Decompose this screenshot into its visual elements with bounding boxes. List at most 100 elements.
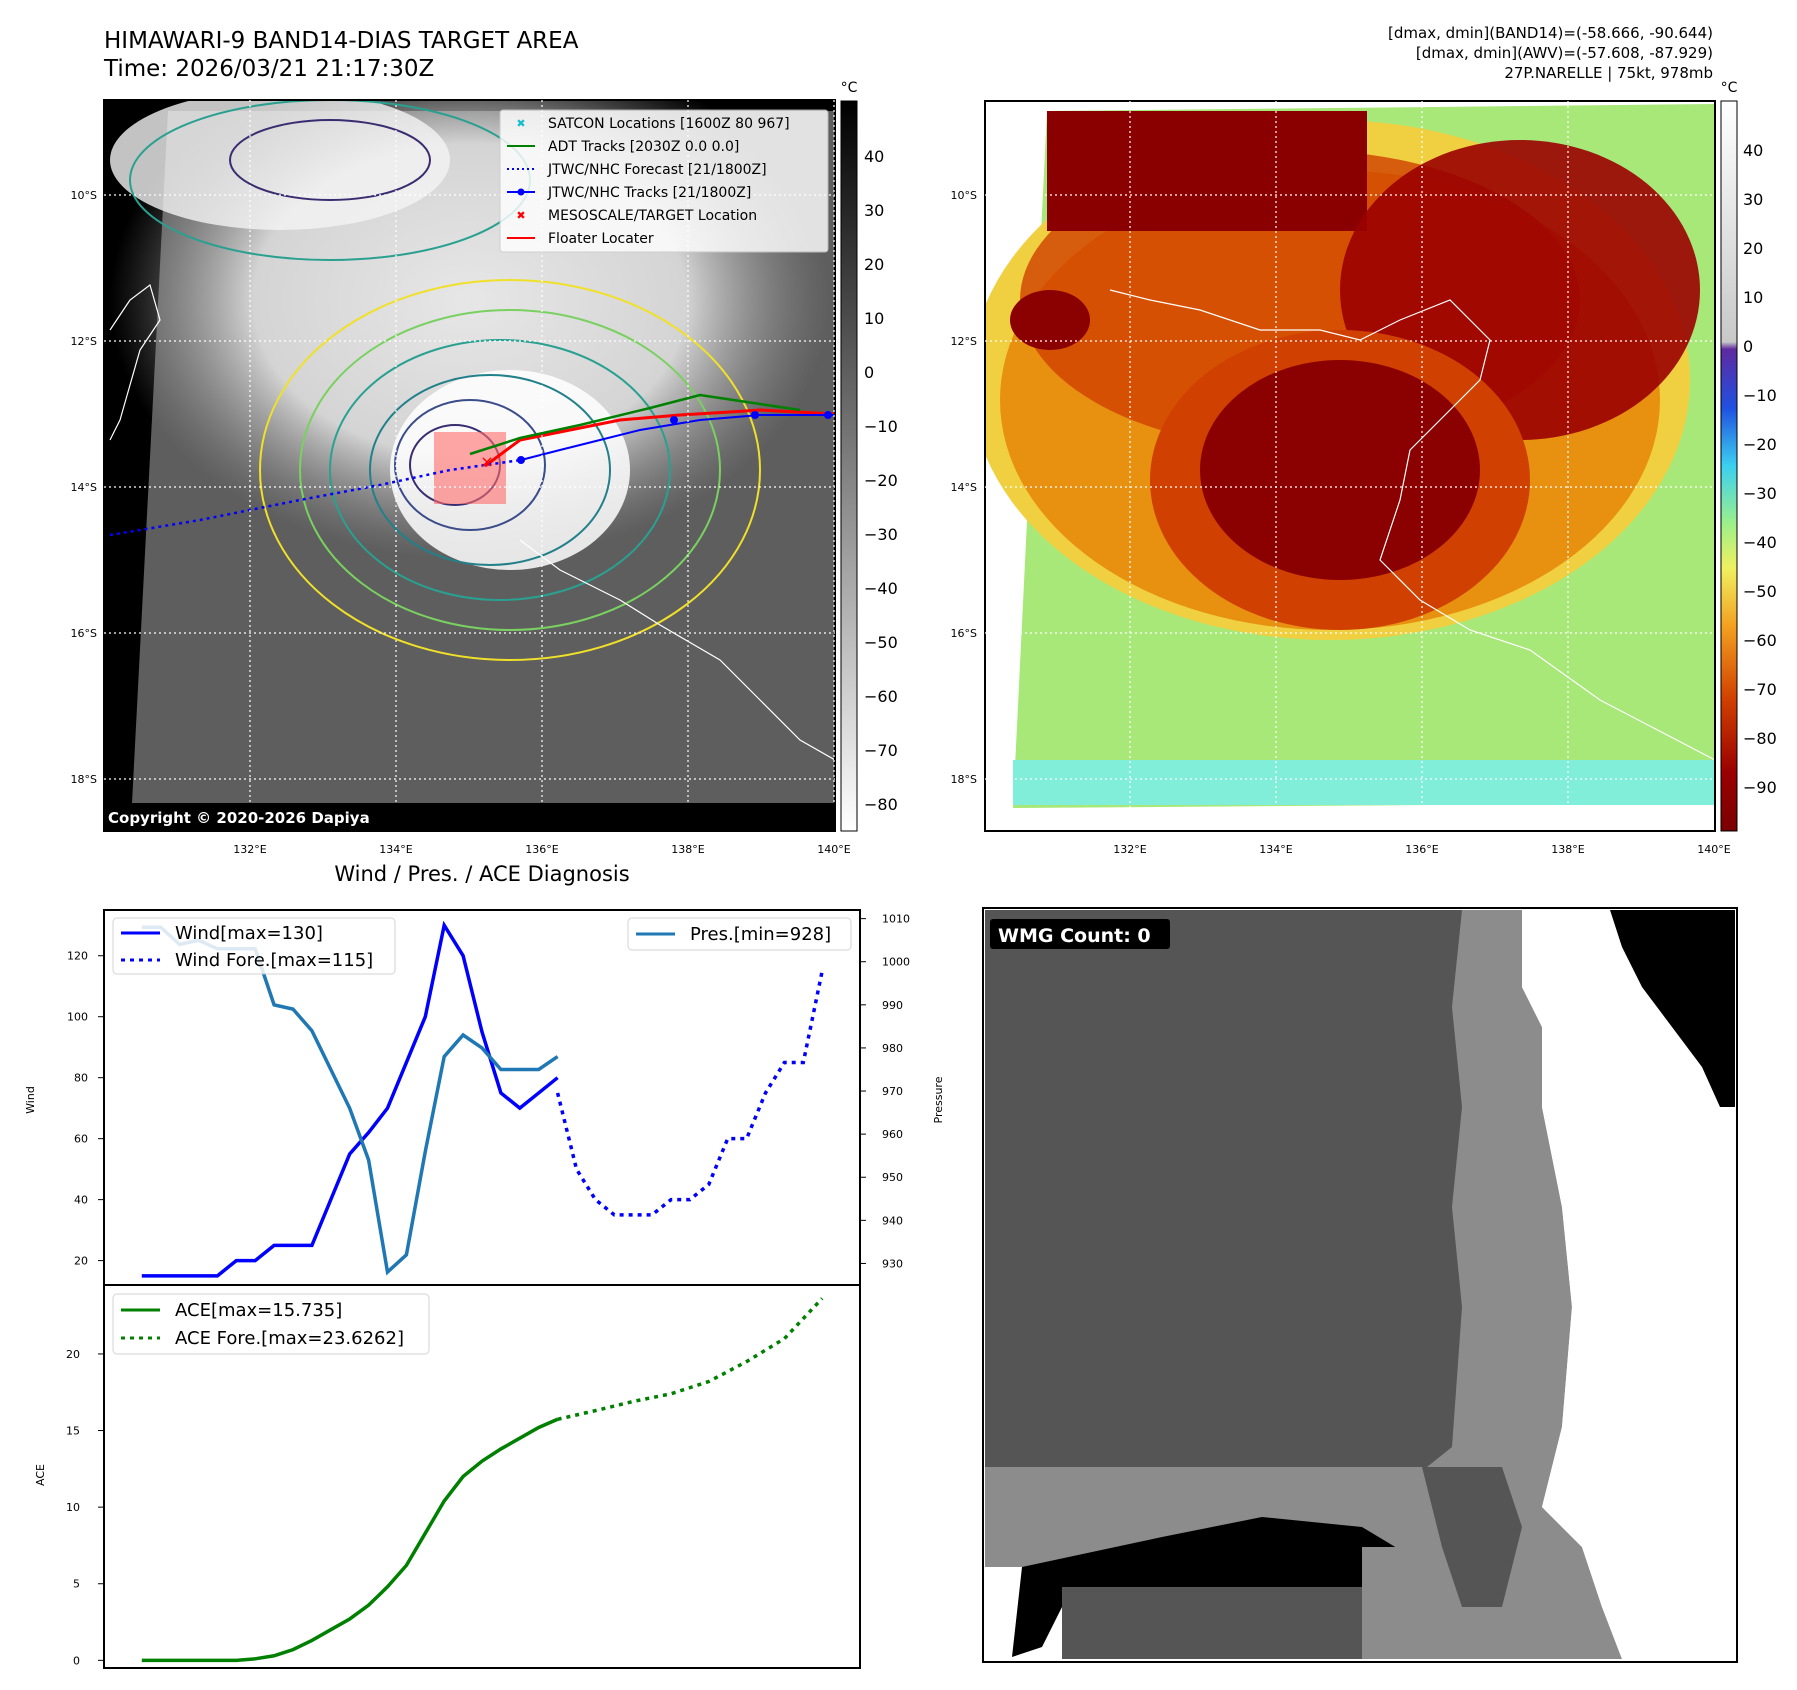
- awv-tick: −10: [1743, 386, 1777, 405]
- legend-adt: ADT Tracks [2030Z 0.0 0.0]: [548, 139, 739, 155]
- awv-tick: 0: [1743, 337, 1753, 356]
- pressure-tick-label: 1010: [882, 913, 910, 926]
- pressure-tick-label: 960: [882, 1128, 903, 1141]
- awv-lat-label: 10°S: [951, 189, 977, 202]
- awv-tick: −40: [1743, 533, 1777, 552]
- lat-label: 12°S: [71, 335, 97, 348]
- ace-tick-label: 5: [73, 1578, 80, 1591]
- lat-label: 14°S: [71, 481, 97, 494]
- awv-tick: −70: [1743, 680, 1777, 699]
- gray-tick: −70: [864, 741, 898, 760]
- pressure-tick-label: 990: [882, 999, 903, 1012]
- gray-tick: 30: [864, 201, 884, 220]
- lat-label: 18°S: [71, 773, 97, 786]
- gray-tick: −30: [864, 525, 898, 544]
- gray-colorbar: [840, 100, 858, 832]
- lat-label: 10°S: [71, 189, 97, 202]
- legend-jtwc-tracks: JTWC/NHC Tracks [21/1800Z]: [547, 185, 751, 201]
- wind-tick-label: 120: [67, 950, 88, 963]
- series-ace-fore: [557, 1297, 824, 1421]
- wmg-count: WMG Count: 0: [998, 925, 1151, 947]
- svg-text:✖: ✖: [516, 117, 525, 130]
- lat-label: 16°S: [71, 627, 97, 640]
- adt-track: [469, 393, 801, 456]
- awv-lon-label: 140°E: [1697, 843, 1730, 856]
- ace-tick-label: 10: [66, 1501, 80, 1514]
- target-marker: ×: [480, 452, 493, 471]
- gray-tick: 0: [864, 363, 874, 382]
- wind-tick-label: 100: [67, 1011, 88, 1024]
- awv-lat-label: 14°S: [951, 481, 977, 494]
- legend-pres: Pres.[min=928]: [690, 924, 831, 945]
- pressure-tick-label: 950: [882, 1171, 903, 1184]
- copyright: Copyright © 2020-2026 Dapiya: [108, 809, 370, 827]
- ace-axis-label: ACE: [34, 1464, 47, 1486]
- awv-lat-label: 12°S: [951, 335, 977, 348]
- gray-tick: 20: [864, 255, 884, 274]
- floater-track: [484, 408, 835, 468]
- wind-tick-label: 20: [74, 1255, 88, 1268]
- lon-label: 136°E: [525, 843, 558, 856]
- lon-label: 138°E: [671, 843, 704, 856]
- pressure-tick-label: 980: [882, 1042, 903, 1055]
- awv-lat-label: 16°S: [951, 627, 977, 640]
- awv-tick: −60: [1743, 631, 1777, 650]
- awv-colorbar: [1720, 100, 1738, 832]
- wind-axis-label: Wind: [24, 1086, 37, 1114]
- map-time: Time: 2026/03/21 21:17:30Z: [104, 56, 435, 82]
- awv-lon-label: 138°E: [1551, 843, 1584, 856]
- gray-colorbar-ticks: 40 30 20 10 0 −10 −20 −30 −40 −50 −60 −7…: [864, 147, 898, 814]
- band14-stats: [dmax, dmin](BAND14)=(-58.666, -90.644): [1388, 24, 1713, 42]
- awv-tick: 30: [1743, 190, 1763, 209]
- jtwc-track: [520, 414, 835, 461]
- awv-tick: 20: [1743, 239, 1763, 258]
- pressure-tick-label: 930: [882, 1257, 903, 1270]
- series-ace: [141, 1417, 559, 1663]
- awv-lon-label: 134°E: [1259, 843, 1292, 856]
- ace-tick-label: 20: [66, 1348, 80, 1361]
- awv-tick: 40: [1743, 141, 1763, 160]
- awv-tick: −30: [1743, 484, 1777, 503]
- awv-image: [985, 104, 1715, 808]
- ace-tick-label: 0: [73, 1654, 80, 1667]
- gray-tick: −10: [864, 417, 898, 436]
- legend-floater: Floater Locater: [548, 231, 654, 247]
- legend-jtwc-forecast: JTWC/NHC Forecast [21/1800Z]: [547, 162, 767, 178]
- awv-tick: −50: [1743, 582, 1777, 601]
- legend-wind: Wind[max=130]: [175, 923, 323, 944]
- awv-lon-label: 132°E: [1113, 843, 1146, 856]
- legend-wind-fore: Wind Fore.[max=115]: [175, 950, 373, 971]
- wind-tick-label: 80: [74, 1072, 88, 1085]
- pressure-tick-label: 970: [882, 1085, 903, 1098]
- awv-stats: [dmax, dmin](AWV)=(-57.608, -87.929): [1415, 44, 1713, 62]
- awv-tick: 10: [1743, 288, 1763, 307]
- awv-lon-label: 136°E: [1405, 843, 1438, 856]
- gray-tick: −20: [864, 471, 898, 490]
- gray-tick: −60: [864, 687, 898, 706]
- legend-ace: ACE[max=15.735]: [175, 1300, 342, 1321]
- map-legend: ✖ ✖ SATCON Locations [1600Z 80 967] ADT …: [499, 109, 829, 253]
- wind-tick-label: 40: [74, 1194, 88, 1207]
- gray-tick: 10: [864, 309, 884, 328]
- awv-tick: −80: [1743, 729, 1777, 748]
- map-title: HIMAWARI-9 BAND14-DIAS TARGET AREA: [104, 28, 579, 54]
- legend-satcon: SATCON Locations [1600Z 80 967]: [548, 116, 790, 132]
- pressure-axis-label: Pressure: [932, 1076, 945, 1123]
- wind-legend: Wind[max=130] Wind Fore.[max=115]: [112, 917, 396, 975]
- ace-tick-label: 15: [66, 1425, 80, 1438]
- legend-ace-fore: ACE Fore.[max=23.6262]: [175, 1328, 404, 1349]
- wind-tick-label: 60: [74, 1133, 88, 1146]
- awv-tick: −90: [1743, 778, 1777, 797]
- diagnosis-chart: 1201008060402010101000990980970960950940…: [24, 909, 945, 1669]
- lon-label: 132°E: [233, 843, 266, 856]
- gray-tick: −40: [864, 579, 898, 598]
- lon-label: 140°E: [817, 843, 850, 856]
- awv-tick: −20: [1743, 435, 1777, 454]
- lon-label: 134°E: [379, 843, 412, 856]
- wmg-panel: WMG Count: 0: [982, 907, 1738, 1663]
- gray-tick: −80: [864, 795, 898, 814]
- pressure-tick-label: 1000: [882, 956, 910, 969]
- legend-mesoscale: MESOSCALE/TARGET Location: [548, 208, 757, 224]
- pressure-tick-label: 940: [882, 1214, 903, 1227]
- series-wind-fore: [555, 970, 824, 1217]
